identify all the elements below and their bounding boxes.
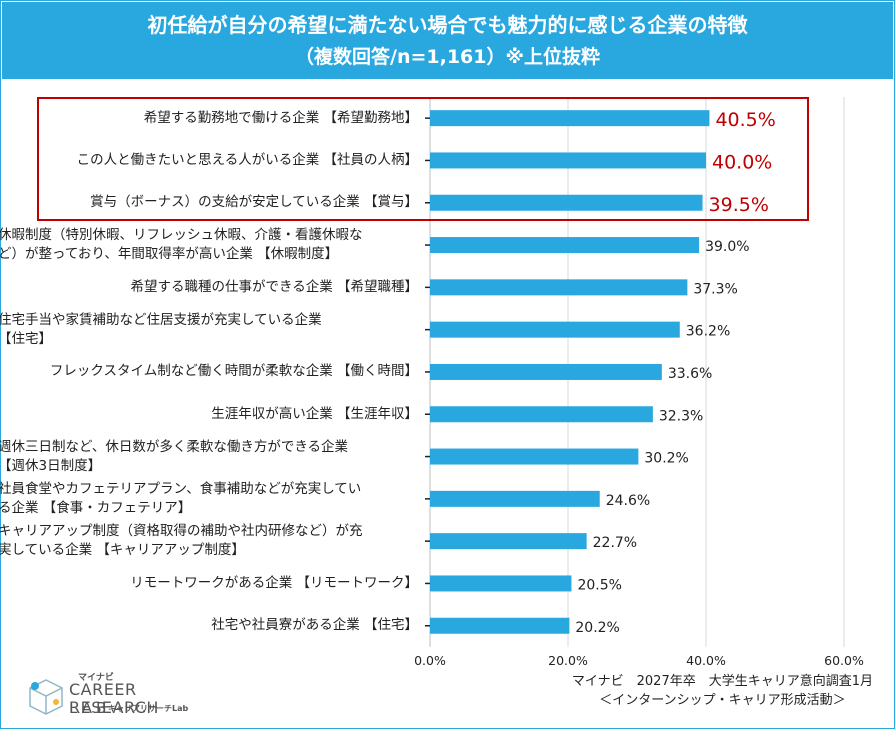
category-label: 社員食堂やカフェテリアプラン、食事補助などが充実してい る企業 【食事・カフェテリ… [0,480,418,518]
category-label-line: 社宅や社員寮がある企業 【住宅】 [211,617,418,634]
career-research-lab-logo: マイナビ CAREER RESEARCH LAB キャリアリサーチLab [26,668,216,720]
category-label: キャリアアップ制度（資格取得の補助や社内研修など）が充 実している企業 【キャリア… [0,522,418,560]
value-label: 36.2% [686,324,730,340]
category-label: この人と働きたいと思える人がいる企業 【社員の人柄】 [0,151,418,170]
bar [430,617,570,634]
category-label-line: 週休三日制など、休日数が多く柔軟な働き方ができる企業 [0,438,349,455]
cube-logo-icon [29,679,63,715]
chart-title: 初任給が自分の希望に満たない場合でも魅力的に感じる企業の特徴 [147,13,748,37]
category-label: 希望する勤務地で働ける企業 【希望勤務地】 [0,109,418,128]
bar [430,110,710,127]
source-line-1: マイナビ 2027年卒 大学生キャリア意向調査1月 [571,674,873,689]
category-label: 社宅や社員寮がある企業 【住宅】 [0,616,418,635]
bar [430,575,572,592]
bar [430,363,662,380]
category-label: 希望する職種の仕事ができる企業 【希望職種】 [0,278,418,297]
logo-brand-sub: キャリアリサーチLab [108,704,189,713]
category-label-line: る企業 【食事・カフェテリア】 [0,499,192,516]
value-label: 32.3% [659,408,703,424]
category-label-line: 【住宅】 [0,330,52,347]
category-label-line: 実している企業 【キャリアアップ制度】 [0,542,245,559]
category-label-line: 賞与（ボーナス）の支給が安定している企業 【賞与】 [90,194,418,211]
category-label-line: 希望する職種の仕事ができる企業 【希望職種】 [130,278,418,295]
value-label: 37.3% [693,281,737,297]
category-label-line: ど）が整っており、年間取得率が高い企業 【休暇制度】 [0,246,339,263]
bar [430,152,706,169]
category-label: フレックスタイム制など働く時間が柔軟な企業 【働く時間】 [0,362,418,381]
category-label: 住宅手当や家賃補助など住居支援が充実している企業 【住宅】 [0,311,418,349]
category-label-line: 【週休3日制度】 [0,457,102,474]
category-label-line: 社員食堂やカフェテリアプラン、食事補助などが充実してい [0,480,362,497]
category-label: 生涯年収が高い企業 【生涯年収】 [0,405,418,424]
value-label: 24.6% [606,493,650,509]
category-label: リモートワークがある企業 【リモートワーク】 [0,574,418,593]
category-label: 休暇制度（特別休暇、リフレッシュ休暇、介護・看護休暇な ど）が整っており、年間取得… [0,226,418,264]
x-tick-label: 60.0% [824,653,864,668]
bar [430,194,703,211]
bar [430,406,653,423]
value-label: 39.0% [705,239,749,255]
category-label-line: この人と働きたいと思える人がいる企業 【社員の人柄】 [76,151,418,168]
value-label: 20.2% [575,620,619,636]
logo-brand-lab: LAB [69,699,111,717]
category-label-line: 休暇制度（特別休暇、リフレッシュ休暇、介護・看護休暇な [0,227,363,244]
bar [430,237,700,254]
value-label: 33.6% [668,366,712,382]
category-label-line: キャリアアップ制度（資格取得の補助や社内研修など）が充 [0,523,363,540]
bar [430,448,639,465]
chart-subtitle: （複数回答/n=1,161）※上位抜粋 [295,46,600,68]
category-labels: 希望する勤務地で働ける企業 【希望勤務地】この人と働きたいと思える人がいる企業 … [0,0,430,729]
x-tick-label: 20.0% [548,653,588,668]
top3-highlight-box [37,97,809,221]
chart-header: 初任給が自分の希望に満たない場合でも魅力的に感じる企業の特徴 （複数回答/n=1… [2,2,893,79]
bar [430,279,688,296]
value-label: 39.5% [709,194,769,216]
category-label-line: 希望する勤務地で働ける企業 【希望勤務地】 [143,109,418,126]
bar [430,321,680,338]
bar [430,533,587,550]
category-label-line: 生涯年収が高い企業 【生涯年収】 [211,405,418,422]
value-label: 30.2% [644,451,688,467]
value-label: 20.5% [577,577,621,593]
source-line-2: ＜インターンシップ・キャリア形成活動＞ [599,693,846,708]
x-tick-label: 0.0% [414,653,446,668]
logo-brand-main: CAREER RESEARCH [69,680,159,717]
value-label: 40.0% [712,151,772,173]
category-label-line: 住宅手当や家賃補助など住居支援が充実している企業 [0,311,322,328]
value-label: 22.7% [593,535,637,551]
source-note: マイナビ 2027年卒 大学生キャリア意向調査1月 ＜インターンシップ・キャリア… [572,672,873,710]
category-label-line: フレックスタイム制など働く時間が柔軟な企業 【働く時間】 [49,363,418,380]
category-label-line: リモートワークがある企業 【リモートワーク】 [130,574,418,591]
x-tick-label: 40.0% [686,653,726,668]
bar [430,490,600,507]
logo-brand-small: マイナビ [78,673,114,683]
category-label: 賞与（ボーナス）の支給が安定している企業 【賞与】 [0,193,418,212]
value-label: 40.5% [715,109,775,131]
category-label: 週休三日制など、休日数が多く柔軟な働き方ができる企業 【週休3日制度】 [0,438,418,476]
